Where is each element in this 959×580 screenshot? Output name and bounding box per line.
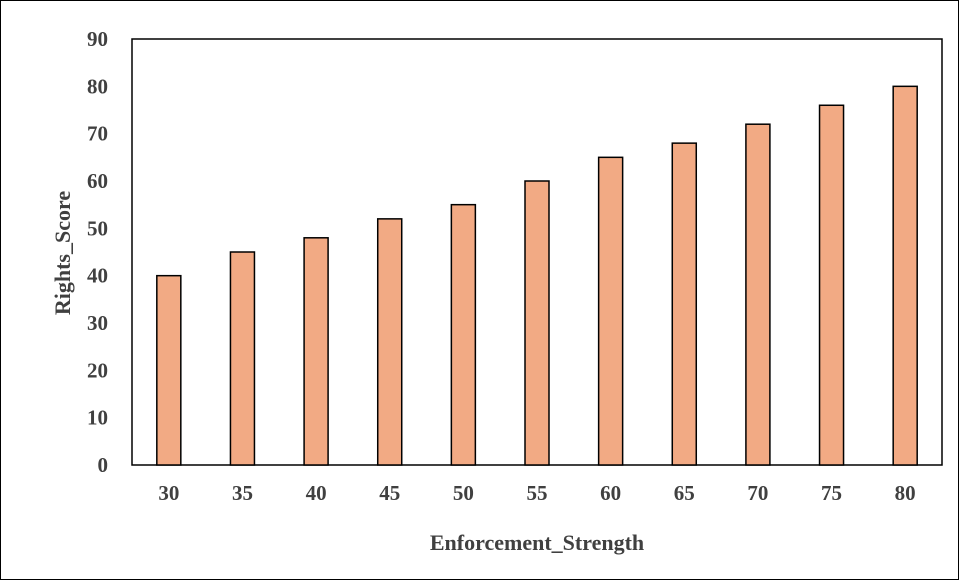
x-tick-label: 75 (821, 481, 842, 505)
bar (376, 218, 403, 466)
bar (745, 123, 771, 466)
bar (671, 142, 698, 466)
y-tick-label: 70 (87, 122, 108, 146)
y-tick-label: 10 (87, 406, 108, 430)
x-tick-label: 70 (747, 481, 768, 505)
y-tick-label: 40 (87, 264, 108, 288)
bar (450, 203, 477, 466)
bar (156, 274, 182, 466)
x-tick-label: 50 (453, 481, 474, 505)
x-tick-label: 35 (232, 481, 253, 505)
y-tick-label: 80 (87, 74, 108, 98)
y-tick-label: 90 (87, 27, 108, 51)
y-axis-title: Rights_Score (50, 191, 75, 315)
bar (597, 156, 624, 466)
x-tick-label: 30 (158, 481, 179, 505)
y-tick-label: 50 (87, 216, 108, 240)
bar (892, 85, 918, 466)
bar (524, 180, 550, 466)
x-axis-title: Enforcement_Strength (430, 530, 644, 555)
x-tick-label: 55 (527, 481, 548, 505)
bar (818, 104, 845, 466)
y-tick-label: 20 (87, 358, 108, 382)
y-tick-labels: 0 10 20 30 40 50 60 70 80 90 (87, 27, 108, 477)
y-tick-label: 60 (87, 169, 108, 193)
x-tick-label: 45 (379, 481, 400, 505)
bar (303, 237, 329, 466)
x-tick-labels: 30 35 40 45 50 55 60 65 70 75 80 (158, 481, 915, 505)
x-tick-label: 40 (306, 481, 327, 505)
x-tick-label: 65 (674, 481, 695, 505)
y-tick-label: 30 (87, 311, 108, 335)
bars (156, 85, 918, 466)
x-tick-label: 80 (895, 481, 916, 505)
y-tick-label: 0 (98, 453, 109, 477)
x-tick-label: 60 (600, 481, 621, 505)
bar (229, 251, 256, 466)
